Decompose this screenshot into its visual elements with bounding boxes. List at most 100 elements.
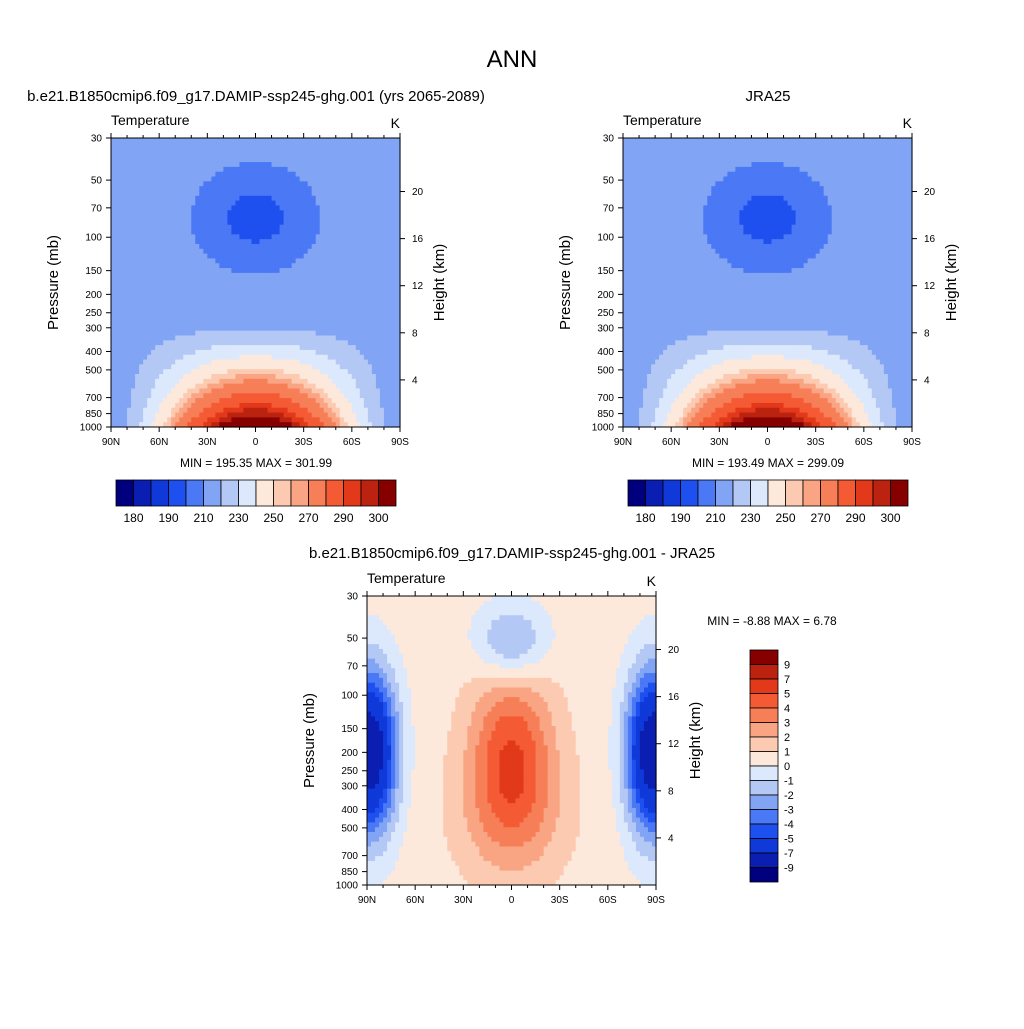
field-cell	[179, 360, 184, 365]
field-cell	[284, 138, 289, 143]
field-cell	[123, 360, 128, 365]
field-cell	[388, 225, 393, 230]
field-cell	[199, 254, 204, 259]
field-cell	[655, 364, 660, 369]
field-cell	[187, 258, 192, 263]
field-cell	[643, 283, 648, 288]
field-cell	[115, 225, 120, 230]
field-cell	[227, 369, 232, 374]
field-cell	[151, 292, 156, 297]
field-cell	[239, 388, 244, 393]
field-cell	[372, 307, 377, 312]
field-cell	[280, 263, 285, 268]
field-cell	[175, 355, 180, 360]
field-cell	[147, 191, 152, 196]
field-cell	[651, 186, 656, 191]
field-cell	[235, 196, 240, 201]
field-cell	[380, 138, 385, 143]
field-cell	[360, 316, 365, 321]
field-cell	[356, 360, 361, 365]
field-cell	[211, 398, 216, 403]
field-cell	[388, 254, 393, 259]
field-cell	[243, 350, 248, 355]
field-cell	[215, 210, 220, 215]
field-cell	[151, 307, 156, 312]
field-cell	[175, 162, 180, 167]
field-cell	[203, 186, 208, 191]
field-cell	[123, 307, 128, 312]
field-cell	[623, 220, 628, 225]
field-cell	[376, 220, 381, 225]
field-cell	[264, 316, 269, 321]
field-cell	[328, 350, 333, 355]
field-cell	[187, 239, 192, 244]
field-cell	[191, 143, 196, 148]
field-cell	[316, 403, 321, 408]
field-cell	[284, 181, 289, 186]
field-cell	[292, 403, 297, 408]
field-cell	[655, 225, 660, 230]
field-cell	[316, 292, 321, 297]
field-cell	[155, 138, 160, 143]
field-cell	[623, 360, 628, 365]
field-cell	[340, 326, 345, 331]
field-cell	[211, 244, 216, 249]
field-cell	[203, 172, 208, 177]
field-cell	[123, 177, 128, 182]
field-cell	[231, 234, 236, 239]
field-cell	[316, 388, 321, 393]
field-cell	[207, 210, 212, 215]
field-cell	[324, 403, 329, 408]
field-cell	[223, 398, 228, 403]
field-cell	[344, 379, 349, 384]
field-cell	[340, 215, 345, 220]
field-cell	[195, 186, 200, 191]
field-cell	[171, 340, 176, 345]
field-cell	[280, 379, 285, 384]
field-cell	[316, 162, 321, 167]
field-cell	[631, 364, 636, 369]
field-cell	[312, 307, 317, 312]
field-cell	[308, 148, 313, 153]
field-cell	[384, 379, 389, 384]
field-cell	[280, 335, 285, 340]
field-cell	[147, 398, 152, 403]
field-cell	[332, 205, 337, 210]
field-cell	[364, 181, 369, 186]
field-cell	[280, 369, 285, 374]
field-cell	[623, 148, 628, 153]
field-cell	[243, 191, 248, 196]
field-cell	[231, 302, 236, 307]
field-cell	[187, 287, 192, 292]
field-cell	[123, 350, 128, 355]
field-cell	[251, 345, 256, 350]
field-cell	[256, 364, 261, 369]
field-cell	[623, 254, 628, 259]
field-cell	[340, 258, 345, 263]
field-cell	[651, 220, 656, 225]
field-cell	[115, 408, 120, 413]
field-cell	[392, 157, 397, 162]
field-cell	[356, 244, 361, 249]
field-cell	[276, 263, 281, 268]
field-cell	[376, 162, 381, 167]
field-cell	[296, 417, 301, 422]
field-cell	[623, 283, 628, 288]
field-cell	[123, 408, 128, 413]
field-cell	[127, 167, 132, 172]
field-cell	[179, 230, 184, 235]
field-cell	[260, 398, 265, 403]
field-cell	[175, 268, 180, 273]
field-cell	[143, 350, 148, 355]
field-cell	[111, 350, 116, 355]
field-cell	[320, 196, 325, 201]
field-cell	[147, 369, 152, 374]
field-cell	[328, 379, 333, 384]
field-cell	[175, 307, 180, 312]
field-cell	[219, 369, 224, 374]
field-cell	[207, 177, 212, 182]
field-cell	[312, 340, 317, 345]
field-cell	[623, 408, 628, 413]
field-cell	[195, 172, 200, 177]
